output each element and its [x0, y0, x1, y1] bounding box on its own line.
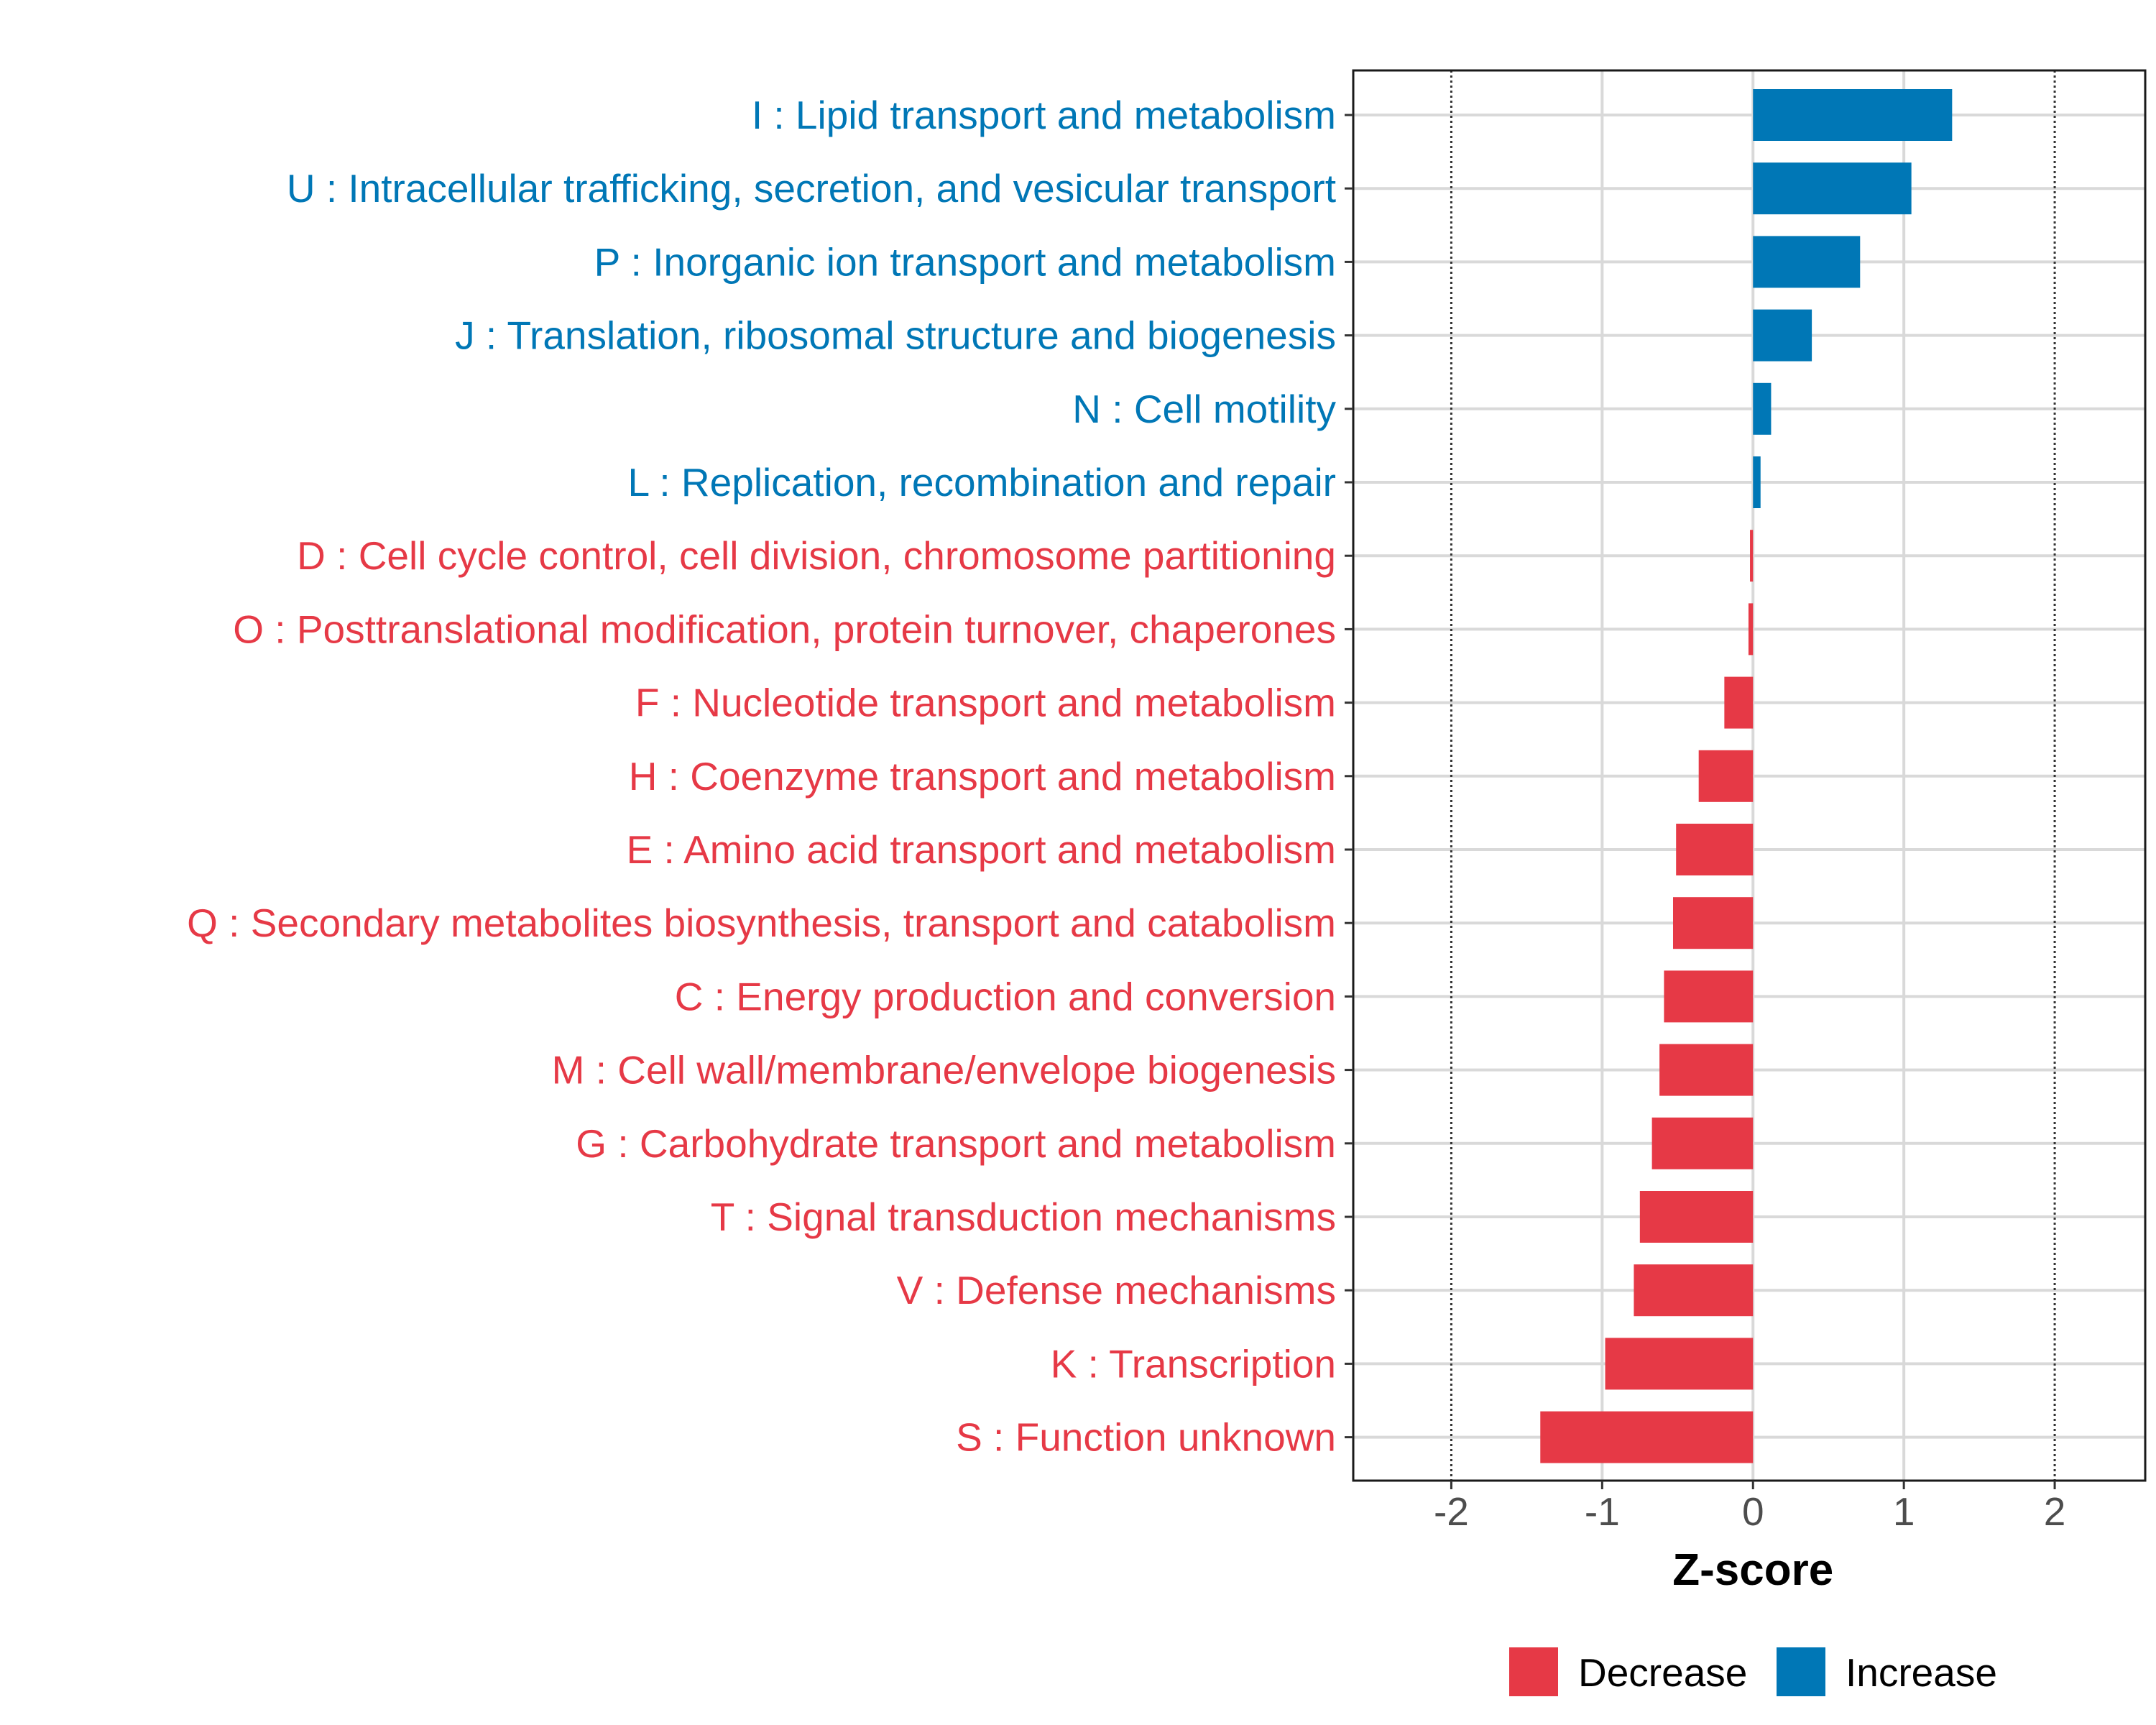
x-tick-label: 1 [1893, 1489, 1915, 1534]
y-tick-label: U : Intracellular trafficking, secretion… [287, 166, 1336, 211]
y-tick-label: P : Inorganic ion transport and metaboli… [594, 239, 1336, 284]
y-tick-label: T : Signal transduction mechanisms [711, 1195, 1336, 1239]
x-axis-title: Z-score [1672, 1545, 1833, 1595]
y-tick-label: L : Replication, recombination and repai… [628, 460, 1336, 505]
y-tick-label: E : Amino acid transport and metabolism [627, 827, 1336, 872]
bar-s [1540, 1411, 1754, 1463]
bar-c [1664, 970, 1754, 1023]
bar-h [1698, 750, 1754, 802]
legend: Decrease Increase [1509, 1647, 1997, 1696]
y-tick-label: Q : Secondary metabolites biosynthesis, … [187, 901, 1336, 945]
legend-swatch-increase [1777, 1647, 1825, 1696]
x-tick-label: 2 [2044, 1489, 2066, 1534]
bar-v [1634, 1264, 1754, 1317]
bar-k [1605, 1338, 1754, 1390]
reference-lines [1450, 70, 2056, 1481]
legend-label-decrease: Decrease [1578, 1650, 1747, 1695]
y-tick-label: N : Cell motility [1072, 387, 1336, 431]
legend-swatch-decrease [1509, 1647, 1558, 1696]
y-tick-label: V : Defense mechanisms [897, 1268, 1336, 1312]
bar-e [1676, 824, 1754, 875]
y-tick-label: M : Cell wall/membrane/envelope biogenes… [552, 1048, 1336, 1092]
y-axis: I : Lipid transport and metabolism U : In… [187, 93, 1353, 1460]
bar-o [1748, 603, 1754, 656]
bar-m [1659, 1044, 1754, 1096]
y-tick-label: S : Function unknown [956, 1415, 1336, 1460]
y-tick-label: O : Posttranslational modification, prot… [233, 607, 1336, 651]
y-tick-label: K : Transcription [1051, 1341, 1336, 1386]
y-tick-label: H : Coenzyme transport and metabolism [629, 754, 1336, 799]
y-tick-label: G : Carbohydrate transport and metabolis… [576, 1121, 1336, 1166]
legend-label-increase: Increase [1846, 1650, 1997, 1695]
bar-j [1753, 309, 1812, 362]
y-tick-label: I : Lipid transport and metabolism [752, 93, 1336, 137]
bar-p [1753, 236, 1861, 288]
bar-i [1753, 89, 1953, 141]
bar-l [1753, 456, 1761, 508]
bar-n [1753, 382, 1772, 435]
y-tick-label: D : Cell cycle control, cell division, c… [297, 533, 1336, 578]
bars [1540, 89, 1953, 1463]
bar-q [1672, 897, 1754, 949]
x-axis: -2 -1 0 1 2 [1434, 1481, 2065, 1534]
bar-g [1651, 1117, 1754, 1169]
bar-f [1724, 676, 1754, 729]
x-tick-label: -2 [1434, 1489, 1469, 1534]
bar-d [1750, 530, 1754, 582]
bar-u [1753, 162, 1912, 215]
y-tick-label: F : Nucleotide transport and metabolism [635, 681, 1336, 725]
y-tick-label: J : Translation, ribosomal structure and… [455, 313, 1336, 358]
y-tick-label: C : Energy production and conversion [675, 974, 1336, 1018]
bar-t [1639, 1191, 1754, 1243]
x-tick-label: -1 [1585, 1489, 1620, 1534]
x-tick-label: 0 [1742, 1489, 1764, 1534]
